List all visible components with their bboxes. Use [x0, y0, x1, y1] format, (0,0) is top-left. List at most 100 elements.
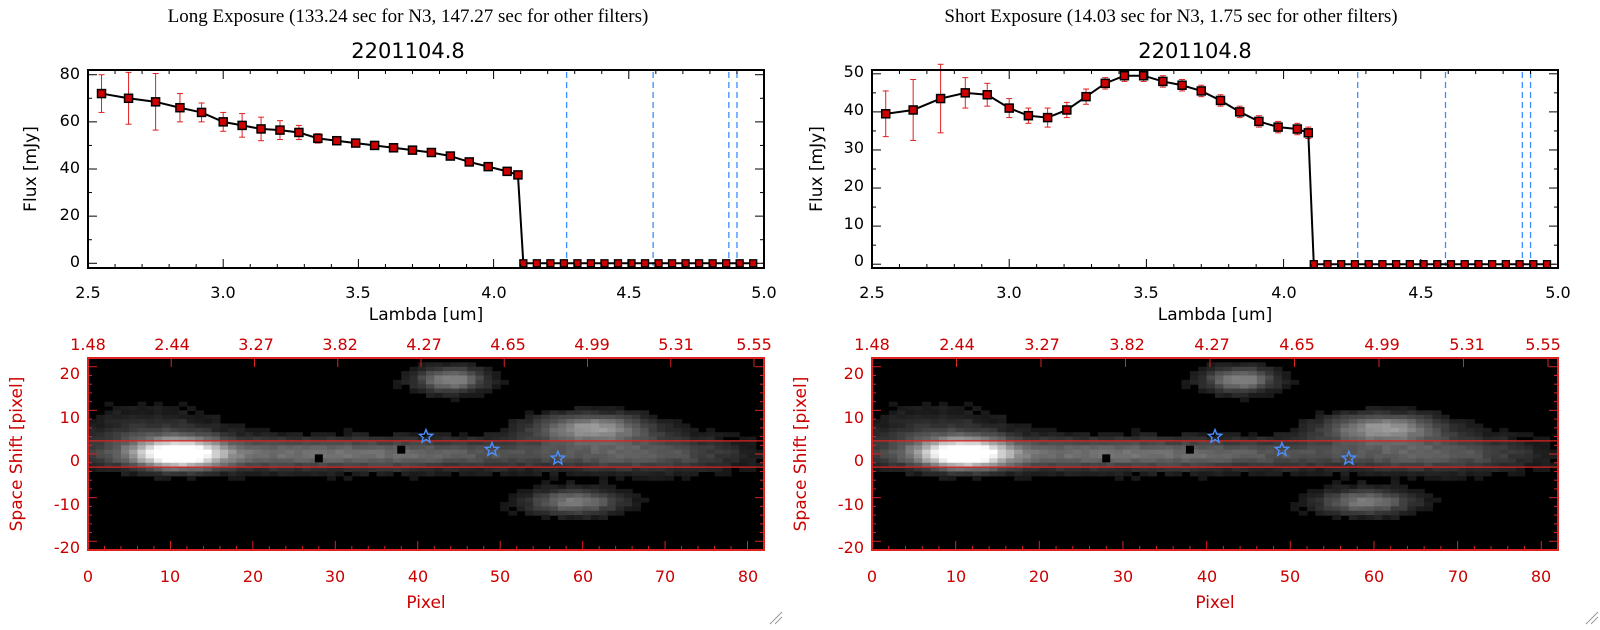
image-pixel [211, 436, 221, 442]
image-pixel [1014, 449, 1024, 455]
resize-grip-icon[interactable] [1585, 611, 1599, 625]
image-pixel [541, 502, 551, 507]
image-pixel [351, 471, 361, 477]
image-pixel [153, 410, 163, 416]
image-pixel [1365, 440, 1375, 446]
image-pixel [129, 445, 139, 451]
image-pixel [1399, 502, 1409, 507]
image-pixel [673, 445, 683, 451]
image-pixel [153, 454, 163, 459]
data-point [275, 125, 285, 135]
image-pixel [434, 440, 444, 446]
image-pixel [964, 427, 973, 433]
x-tick-label: 2.5 [859, 283, 884, 302]
image-pixel [632, 410, 641, 416]
image-pixel [137, 410, 147, 416]
image-pixel [1457, 475, 1467, 481]
image-pixel [1348, 410, 1358, 416]
image-pixel [1240, 436, 1250, 442]
image-pixel [294, 449, 303, 455]
image-pixel [541, 506, 551, 512]
image-pixel [1357, 484, 1367, 490]
image-pixel [252, 445, 262, 451]
data-point-zero [600, 259, 609, 268]
x-axis-label-image-short: Pixel [1195, 593, 1234, 613]
image-pixel [989, 423, 999, 429]
image-pixel [318, 462, 328, 468]
image-pixel [632, 436, 641, 442]
image-pixel [880, 427, 890, 433]
image-pixel [145, 410, 155, 416]
resize-grip-icon[interactable] [769, 611, 783, 625]
image-pixel [145, 462, 155, 468]
image-pixel [1223, 362, 1233, 368]
image-pixel [1240, 440, 1250, 446]
image-pixel [137, 401, 147, 407]
image-pixel [955, 427, 965, 433]
image-pixel [1474, 467, 1484, 473]
image-pixel [673, 423, 683, 429]
image-pixel [888, 410, 898, 416]
image-pixel [153, 449, 163, 455]
image-pixel [673, 427, 683, 433]
image-pixel [1457, 458, 1467, 464]
image-pixel [880, 440, 890, 446]
y-tick-label: 10 [844, 408, 864, 427]
image-pixel [689, 440, 699, 446]
image-pixel [872, 462, 881, 468]
image-pixel [153, 462, 163, 468]
image-pixel [442, 445, 452, 451]
image-pixel [1332, 502, 1342, 507]
image-pixel [1240, 379, 1250, 385]
image-pixel [930, 449, 940, 455]
image-pixel [343, 432, 353, 438]
image-pixel [1290, 379, 1300, 385]
image-pixel [582, 445, 592, 451]
image-pixel [434, 467, 444, 473]
image-pixel [665, 462, 674, 468]
image-pixel [1039, 436, 1049, 442]
image-pixel [500, 506, 510, 512]
image-pixel [640, 410, 650, 416]
image-pixel [426, 471, 435, 477]
image-pixel [1281, 379, 1291, 385]
image-pixel [557, 497, 567, 503]
image-pixel [104, 436, 114, 442]
image-pixel [938, 454, 948, 459]
image-pixel [1206, 467, 1216, 473]
image-pixel [648, 471, 658, 477]
image-pixel [1148, 467, 1158, 473]
image-pixel [302, 449, 312, 455]
image-pixel [1014, 423, 1024, 429]
image-pixel [582, 410, 592, 416]
image-pixel [475, 384, 485, 390]
image-pixel [153, 440, 163, 446]
image-pixel [508, 471, 518, 477]
top-tick-label: 4.99 [1364, 335, 1400, 354]
image-pixel [632, 467, 641, 473]
image-pixel [590, 410, 600, 416]
image-pixel [417, 467, 427, 473]
image-pixel [178, 419, 188, 425]
image-pixel [318, 454, 328, 459]
image-pixel [1173, 458, 1183, 464]
image-pixel [129, 427, 139, 433]
image-pixel [964, 467, 973, 473]
image-pixel [112, 406, 122, 411]
image-pixel [1491, 449, 1501, 455]
image-pixel [1047, 449, 1057, 455]
data-point [880, 109, 891, 119]
image-pixel [1131, 475, 1141, 481]
image-pixel [450, 445, 460, 451]
image-pixel [1449, 462, 1459, 468]
image-pixel [1424, 436, 1434, 442]
image-pixel [1265, 449, 1275, 455]
image-pixel [623, 419, 633, 425]
image-pixel [574, 467, 584, 473]
image-pixel [755, 462, 765, 468]
image-pixel [294, 467, 303, 473]
data-point-zero [1405, 260, 1414, 269]
image-pixel [137, 449, 147, 455]
image-pixel [913, 454, 923, 459]
image-pixel [1215, 366, 1224, 372]
